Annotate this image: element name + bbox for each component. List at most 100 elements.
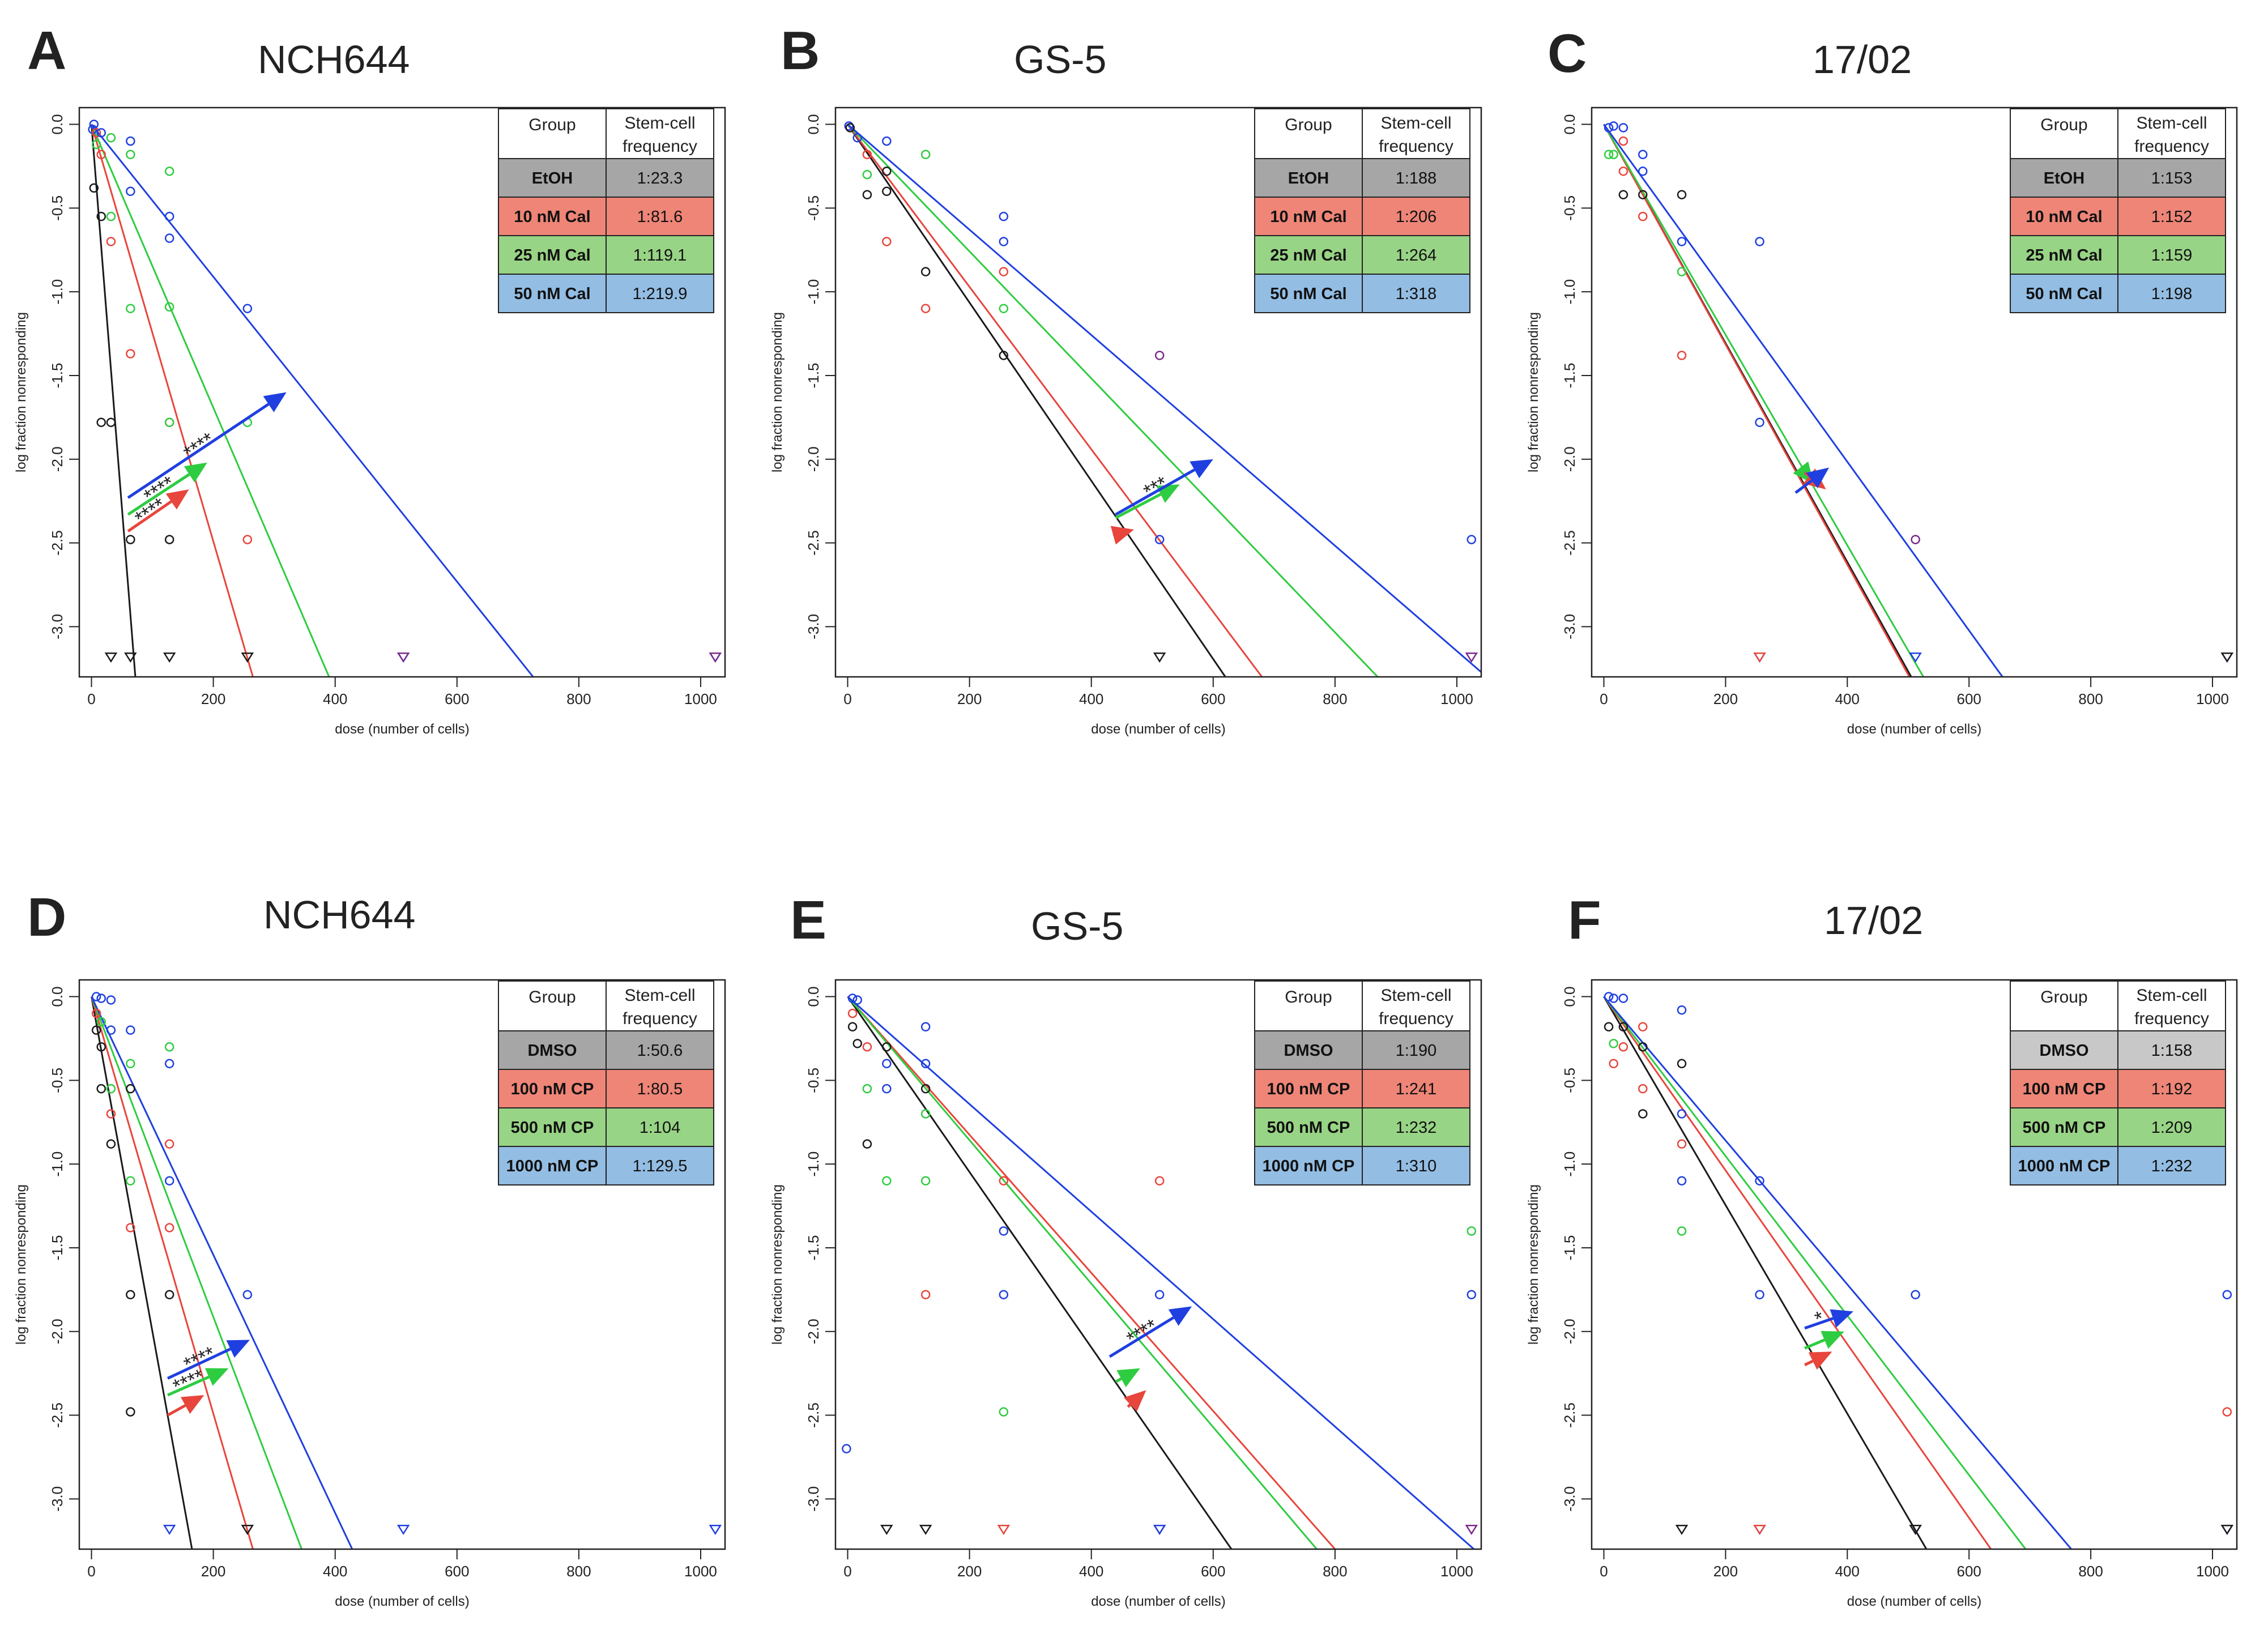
table-group-freq: 1:310 [1396, 1157, 1437, 1175]
y-axis-label: log fraction nonresponding [14, 312, 29, 472]
y-tick-label: 0.0 [805, 114, 822, 134]
y-tick-label: -3.0 [805, 614, 822, 639]
fit-line [847, 996, 1318, 1549]
y-tick-label: -3.0 [1561, 1486, 1578, 1512]
data-point [1618, 1022, 1628, 1032]
panel-letter-f: F [1568, 890, 1601, 950]
data-point [164, 302, 174, 312]
fit-line [1603, 996, 1992, 1549]
data-point [920, 1059, 931, 1069]
censored-point [919, 1524, 932, 1535]
data-point [91, 139, 101, 150]
data-point [920, 1176, 931, 1186]
y-tick-label: -0.5 [805, 1068, 822, 1093]
data-point [845, 123, 855, 133]
data-point [1609, 1039, 1618, 1048]
panel-title-b: GS-5 [1014, 37, 1107, 82]
y-tick-label: -2.0 [49, 1319, 66, 1344]
significance-arrow [1804, 1317, 1834, 1330]
data-point [1604, 123, 1614, 133]
table-group-name: 10 nM Cal [514, 208, 590, 226]
chart-e: 0 200 400 600 800 1000 0.0 -0.5 -1.0 -1.5 -2.0 -2.5… [770, 979, 1482, 1609]
data-point [1154, 1290, 1165, 1299]
data-point [882, 1042, 892, 1052]
data-point [126, 1176, 135, 1186]
x-tick-label: 0 [843, 1563, 851, 1580]
fit-line [847, 123, 1481, 673]
y-tick-label: -1.0 [805, 1152, 822, 1177]
significance-arrow [1115, 493, 1162, 519]
data-point [1618, 190, 1628, 199]
panel-letter-a: A [27, 20, 67, 81]
y-tick-label: 0.0 [805, 986, 822, 1007]
arrow-head [1830, 1309, 1854, 1328]
table-group-freq: 1:152 [2151, 208, 2193, 226]
arrow-head [165, 489, 189, 510]
data-point [91, 992, 101, 1001]
x-axis-label: dose (number of cells) [335, 722, 469, 737]
censored-point [2220, 1524, 2234, 1535]
censored-point [163, 1524, 176, 1535]
data-point [999, 237, 1009, 246]
data-point [91, 128, 101, 138]
y-axis-label: log fraction nonresponding [770, 1184, 785, 1345]
table-group-freq: 1:318 [1396, 285, 1437, 303]
y-tick-label: -2.5 [805, 530, 822, 556]
y-tick-label: -2.0 [805, 446, 822, 472]
table-header-freq: frequency [2134, 137, 2209, 156]
table-group-name: 100 nM CP [1267, 1080, 1350, 1098]
data-point [1755, 1176, 1764, 1186]
x-tick-label: 1000 [2196, 690, 2229, 707]
y-tick-label: -2.0 [1561, 1319, 1578, 1344]
y-tick-label: -2.5 [1561, 530, 1578, 556]
data-point [920, 267, 931, 276]
x-tick-label: 200 [957, 1563, 982, 1580]
significance-arrow [167, 1347, 231, 1380]
arrow-head [226, 1340, 250, 1358]
y-tick-label: -1.0 [805, 279, 822, 305]
censored-point [997, 1524, 1011, 1535]
y-tick-label: -3.0 [1561, 614, 1578, 639]
censored-point [1465, 1524, 1478, 1535]
table-header-group: Group [528, 988, 575, 1007]
significance-arrow [1115, 1377, 1122, 1383]
x-tick-label: 800 [2078, 690, 2103, 707]
data-point [126, 349, 135, 359]
data-point [882, 1176, 892, 1186]
data-point [1638, 1084, 1648, 1094]
table-group-name: DMSO [2040, 1042, 2089, 1060]
fit-line [1603, 996, 2027, 1549]
table-group-freq: 1:153 [2151, 169, 2193, 187]
table-header-group: Group [2040, 116, 2087, 134]
data-point [1618, 993, 1628, 1003]
plot-frame [834, 979, 1482, 1550]
data-point [96, 1017, 106, 1027]
x-tick-label: 600 [445, 1563, 469, 1580]
data-point [106, 237, 116, 246]
fit-line [91, 123, 534, 677]
table-group-name: DMSO [528, 1042, 577, 1060]
x-tick-label: 400 [323, 690, 347, 707]
fit-line [91, 996, 193, 1549]
fit-line [1603, 996, 2072, 1549]
data-point [862, 169, 872, 180]
data-point [126, 1059, 135, 1069]
y-tick-label: 0.0 [49, 986, 66, 1007]
table-group-name: EtOH [2044, 169, 2085, 187]
table-group-name: 25 nM Cal [1270, 246, 1346, 265]
data-point [1677, 1226, 1687, 1236]
data-point [999, 1407, 1009, 1417]
data-point [847, 993, 858, 1003]
significance-arrow [1804, 1359, 1814, 1367]
fit-line [847, 123, 1226, 677]
table-group-freq: 1:104 [640, 1119, 681, 1137]
x-tick-label: 0 [1600, 690, 1608, 707]
x-tick-label: 800 [566, 690, 591, 707]
data-point [106, 133, 116, 143]
significance-arrow [1804, 1338, 1825, 1350]
table-group-name: 25 nM Cal [514, 246, 590, 265]
data-point [852, 1039, 862, 1048]
y-tick-label: 0.0 [49, 114, 66, 134]
data-point [1638, 167, 1648, 176]
x-tick-label: 200 [201, 690, 225, 707]
